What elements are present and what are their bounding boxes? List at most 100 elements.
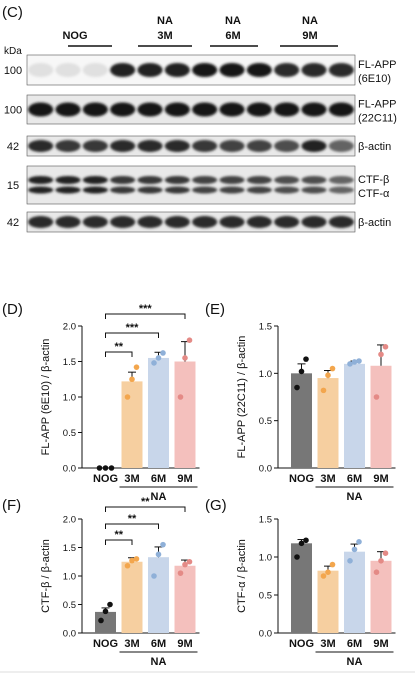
blot-band	[192, 216, 218, 228]
blot-band	[246, 63, 272, 77]
data-point	[124, 562, 131, 569]
blot-label-1-b: (22C11)	[358, 113, 397, 125]
blot-band	[328, 216, 354, 228]
blot-band	[246, 186, 272, 194]
blot-band	[328, 176, 354, 184]
data-point	[98, 617, 104, 624]
blot-band	[219, 186, 245, 194]
panel-label-c: (C)	[2, 4, 23, 21]
y-tick-label: 1.0	[63, 572, 76, 583]
significance-bracket	[105, 506, 186, 512]
x-tick-label-3M: 3M	[124, 638, 139, 650]
y-tick-label: 2.0	[63, 515, 76, 526]
blot-group-name-1: NA	[157, 15, 173, 27]
data-point	[294, 554, 300, 560]
group-label: NA	[347, 656, 363, 668]
blot-band	[274, 186, 300, 194]
x-tick-label-NOG: NOG	[93, 638, 118, 650]
blot-row-3: 15 CTF-β CTF-α	[7, 165, 390, 205]
blot-band	[301, 63, 327, 77]
significance-stars: **	[128, 513, 137, 525]
blot-row-0: 100 FL-APP (6E10)	[4, 54, 397, 86]
data-point	[177, 394, 184, 400]
blot-band	[274, 140, 300, 152]
data-point	[356, 358, 362, 364]
blot-band	[164, 216, 190, 228]
data-point	[351, 546, 358, 553]
y-tick-label: 0.5	[63, 600, 76, 611]
group-label: NA	[151, 491, 167, 503]
data-point	[124, 394, 131, 400]
kda-label: kDa	[4, 46, 22, 57]
bar-6M	[344, 551, 365, 633]
y-tick-label: 0.5	[259, 416, 272, 427]
x-tick-label-6M: 6M	[151, 638, 166, 650]
group-label: NA	[347, 491, 363, 503]
data-point	[182, 355, 188, 361]
blot-band	[164, 63, 190, 77]
blot-membrane	[26, 211, 356, 233]
blot-group-sub-1: 3M	[157, 30, 172, 42]
x-tick-label-NOG: NOG	[93, 473, 118, 485]
data-point	[378, 351, 384, 358]
chart-0: (D) 0.0 0.5 1.0 1.5 2.0 FL-APP (6E10) / β-acti…	[2, 301, 200, 503]
y-tick-label: 0.0	[63, 464, 76, 475]
data-point	[325, 569, 331, 575]
blot-label-0-a: FL-APP	[358, 59, 397, 71]
blot-band	[110, 140, 136, 152]
blot-group-sub-2: 6M	[225, 30, 240, 42]
blot-band	[192, 176, 218, 184]
data-point	[347, 361, 353, 367]
blot-band	[110, 102, 136, 117]
chart-1: (E) 0.0 0.5 1.0 1.5 FL-APP (22C11) / β-actin N…	[205, 301, 396, 503]
blot-band	[301, 176, 327, 184]
significance-bracket	[105, 332, 159, 338]
data-point	[108, 465, 115, 471]
x-tick-label-6M: 6M	[347, 638, 362, 650]
y-tick-label: 1.0	[259, 369, 272, 380]
blot-band	[301, 216, 327, 228]
blot-band	[82, 102, 108, 117]
blot-band	[274, 176, 300, 184]
y-axis-label: CTF-α / β-actin	[236, 539, 248, 613]
y-tick-label: 1.5	[259, 322, 272, 333]
y-tick-label: 0.5	[63, 428, 76, 439]
blot-band	[192, 186, 218, 194]
blot-label-2: β-actin	[358, 141, 391, 153]
data-point	[320, 387, 327, 394]
blot-group-sub-3: 9M	[302, 30, 317, 42]
blot-band	[55, 186, 81, 194]
data-point	[382, 344, 389, 350]
data-point	[160, 541, 166, 548]
blot-band	[301, 140, 327, 152]
blot-band	[246, 102, 272, 117]
blot-group-labels: NOG NA 3M NA 6M NA 9M	[62, 15, 338, 47]
group-label: NA	[151, 656, 167, 668]
blot-band	[28, 102, 54, 117]
blot-group-name-2: NA	[225, 15, 241, 27]
data-point	[378, 558, 384, 564]
x-tick-label-3M: 3M	[320, 638, 335, 650]
data-point	[182, 561, 188, 568]
data-point	[382, 550, 389, 556]
data-point	[177, 570, 184, 576]
significance-bracket	[105, 313, 186, 319]
blot-band	[82, 176, 108, 184]
y-tick-label: 1.5	[63, 357, 76, 368]
data-point	[298, 368, 305, 375]
data-point	[329, 365, 336, 372]
x-tick-label-6M: 6M	[151, 473, 166, 485]
blot-kda-3: 15	[7, 180, 19, 192]
blot-band	[328, 186, 354, 194]
blot-band	[246, 140, 272, 152]
y-tick-label: 0.0	[259, 629, 272, 640]
data-point	[347, 558, 353, 564]
blot-band	[219, 216, 245, 228]
blot-band	[328, 102, 354, 117]
data-point	[151, 360, 157, 366]
blot-band	[55, 140, 81, 152]
data-point	[356, 539, 362, 545]
blot-band	[28, 186, 54, 194]
blot-kda-4: 42	[7, 217, 19, 229]
